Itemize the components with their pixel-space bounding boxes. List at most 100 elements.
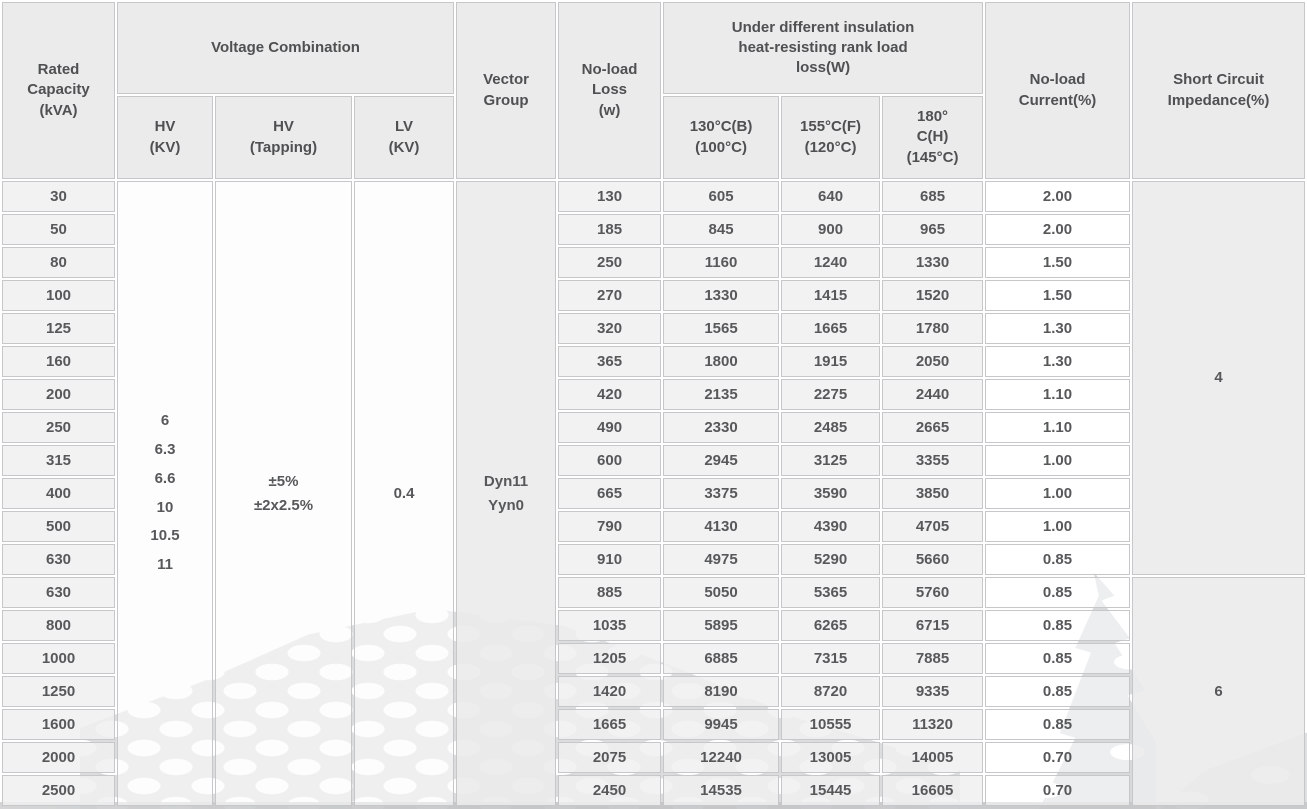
header-no-load-current: No-load Current(%)	[985, 2, 1131, 179]
cell-loss-155: 5290	[781, 544, 881, 575]
cell-no-load-loss: 270	[558, 280, 662, 311]
table-row: 1250 1420 8190 8720 9335 0.85	[2, 676, 1305, 707]
table-body: 30 6 6.3 6.6 10 10.5 11 ±5% ±2x2.5% 0.4 Dyn1…	[2, 181, 1306, 806]
cell-loss-130: 8190	[663, 676, 780, 707]
cell-no-load-loss: 420	[558, 379, 662, 410]
table-row: 160 365 1800 1915 2050 1.30	[2, 346, 1305, 377]
cell-loss-180: 16605	[882, 775, 984, 806]
cell-rated-capacity: 1250	[2, 676, 115, 707]
cell-loss-155: 3125	[781, 445, 881, 476]
cell-loss-180: 1520	[882, 280, 984, 311]
cell-no-load-current: 1.50	[985, 247, 1131, 278]
cell-no-load-loss: 885	[558, 577, 662, 608]
cell-loss-180: 7885	[882, 643, 984, 674]
table-row: 1600 1665 9945 10555 11320 0.85	[2, 709, 1305, 740]
cell-no-load-current: 0.85	[985, 709, 1131, 740]
cell-loss-180: 685	[882, 181, 984, 212]
cell-loss-155: 5365	[781, 577, 881, 608]
cell-loss-180: 2665	[882, 412, 984, 443]
cell-loss-130: 1800	[663, 346, 780, 377]
header-hv-kv: HV (KV)	[117, 96, 213, 179]
cell-loss-130: 2330	[663, 412, 780, 443]
cell-no-load-current: 0.85	[985, 610, 1131, 641]
cell-rated-capacity: 125	[2, 313, 115, 344]
cell-loss-155: 900	[781, 214, 881, 245]
cell-no-load-current: 1.10	[985, 379, 1131, 410]
cell-loss-180: 9335	[882, 676, 984, 707]
cell-rated-capacity: 630	[2, 544, 115, 575]
cell-rated-capacity: 315	[2, 445, 115, 476]
cell-loss-180: 5660	[882, 544, 984, 575]
cell-no-load-loss: 1035	[558, 610, 662, 641]
cell-no-load-loss: 2075	[558, 742, 662, 773]
cell-loss-130: 5895	[663, 610, 780, 641]
table-row: 80 250 1160 1240 1330 1.50	[2, 247, 1305, 278]
cell-loss-130: 3375	[663, 478, 780, 509]
cell-no-load-loss: 490	[558, 412, 662, 443]
cell-no-load-loss: 1665	[558, 709, 662, 740]
table-row: 800 1035 5895 6265 6715 0.85	[2, 610, 1305, 641]
table-row: 630 885 5050 5365 5760 0.85 6	[2, 577, 1306, 806]
header-lv-kv: LV (KV)	[354, 96, 455, 179]
cell-loss-130: 845	[663, 214, 780, 245]
header-rated-capacity: Rated Capacity (kVA)	[2, 2, 115, 179]
cell-loss-130: 4130	[663, 511, 780, 542]
cell-loss-180: 1780	[882, 313, 984, 344]
cell-loss-130: 1160	[663, 247, 780, 278]
cell-no-load-current: 2.00	[985, 214, 1131, 245]
cell-rated-capacity: 2000	[2, 742, 115, 773]
cell-rated-capacity: 500	[2, 511, 115, 542]
cell-loss-130: 2945	[663, 445, 780, 476]
cell-loss-130: 605	[663, 181, 780, 212]
cell-no-load-current: 1.10	[985, 412, 1131, 443]
cell-no-load-loss: 2450	[558, 775, 662, 806]
cell-loss-130: 4975	[663, 544, 780, 575]
cell-loss-155: 640	[781, 181, 881, 212]
cell-loss-180: 2050	[882, 346, 984, 377]
table-row: 1000 1205 6885 7315 7885 0.85	[2, 643, 1305, 674]
cell-loss-155: 8720	[781, 676, 881, 707]
table-row: 400 665 3375 3590 3850 1.00	[2, 478, 1305, 509]
table-row: 315 600 2945 3125 3355 1.00	[2, 445, 1305, 476]
cell-rated-capacity: 160	[2, 346, 115, 377]
cell-loss-180: 1330	[882, 247, 984, 278]
cell-loss-180: 11320	[882, 709, 984, 740]
header-load-loss-group: Under different insulation heat-resistin…	[663, 2, 984, 94]
cell-rated-capacity: 50	[2, 214, 115, 245]
cell-lv-kv: 0.4	[354, 181, 455, 806]
table-row: 100 270 1330 1415 1520 1.50	[2, 280, 1305, 311]
cell-no-load-current: 0.85	[985, 643, 1131, 674]
cell-loss-155: 15445	[781, 775, 881, 806]
cell-rated-capacity: 1600	[2, 709, 115, 740]
table-row: 200 420 2135 2275 2440 1.10	[2, 379, 1305, 410]
cell-no-load-current: 0.70	[985, 775, 1131, 806]
cell-rated-capacity: 100	[2, 280, 115, 311]
table-header: Rated Capacity (kVA) Voltage Combination…	[2, 2, 1306, 179]
cell-loss-155: 2275	[781, 379, 881, 410]
cell-loss-180: 14005	[882, 742, 984, 773]
cell-loss-155: 2485	[781, 412, 881, 443]
cell-loss-130: 5050	[663, 577, 780, 608]
cell-no-load-loss: 1420	[558, 676, 662, 707]
table-row: 2500 2450 14535 15445 16605 0.70	[2, 775, 1305, 806]
cell-loss-130: 9945	[663, 709, 780, 740]
cell-loss-130: 14535	[663, 775, 780, 806]
cell-loss-155: 6265	[781, 610, 881, 641]
cell-no-load-current: 0.85	[985, 676, 1131, 707]
cell-loss-180: 5760	[882, 577, 984, 608]
cell-no-load-loss: 910	[558, 544, 662, 575]
cell-loss-180: 4705	[882, 511, 984, 542]
table-row: 125 320 1565 1665 1780 1.30	[2, 313, 1305, 344]
cell-loss-130: 1330	[663, 280, 780, 311]
cell-rated-capacity: 2500	[2, 775, 115, 806]
cell-rated-capacity: 400	[2, 478, 115, 509]
cell-short-circuit-impedance: 6	[1132, 577, 1306, 806]
cell-vector-group: Dyn11 Yyn0	[456, 181, 557, 806]
cell-no-load-loss: 250	[558, 247, 662, 278]
table-row: 500 790 4130 4390 4705 1.00	[2, 511, 1305, 542]
cell-loss-155: 4390	[781, 511, 881, 542]
cell-loss-155: 1415	[781, 280, 881, 311]
cell-no-load-loss: 365	[558, 346, 662, 377]
header-vector-group: Vector Group	[456, 2, 557, 179]
cell-rated-capacity: 250	[2, 412, 115, 443]
